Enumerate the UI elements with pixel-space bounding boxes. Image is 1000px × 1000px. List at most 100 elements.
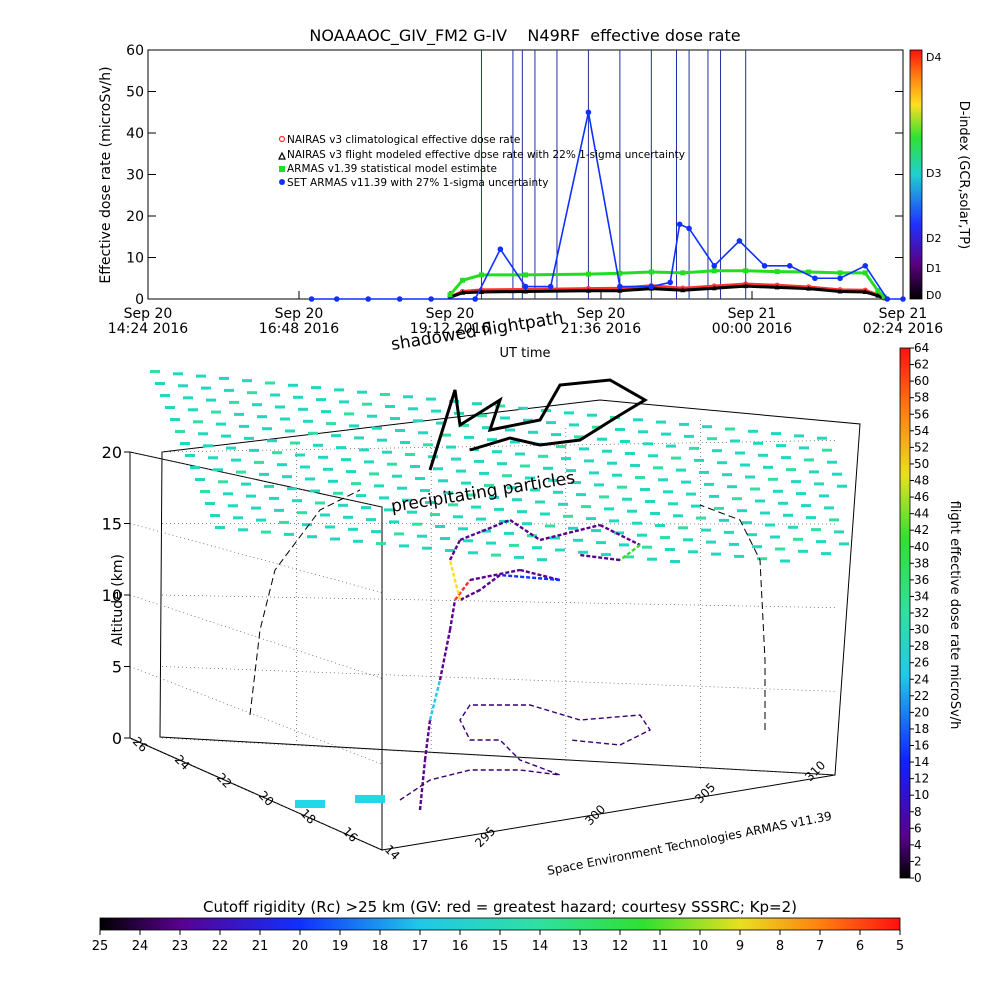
particle-mark: [216, 422, 226, 426]
particle-mark: [387, 462, 397, 466]
particle-mark: [709, 494, 719, 498]
particle-mark: [832, 472, 842, 476]
particle-mark: [224, 388, 234, 392]
particle-mark: [284, 532, 294, 536]
series-point-armas-model: [711, 268, 717, 274]
particle-mark: [678, 526, 688, 530]
particle-mark: [707, 437, 717, 441]
series-point-nairas-flight: [478, 288, 484, 294]
particle-mark: [295, 453, 305, 457]
particle-mark: [725, 427, 735, 431]
legend-marker-set-armas: [279, 179, 285, 185]
series-point-set-armas: [667, 279, 674, 286]
particle-mark: [269, 496, 279, 500]
particle-mark: [601, 553, 611, 557]
particle-mark: [334, 388, 344, 392]
particle-mark: [500, 416, 510, 420]
dose-colorbar-tick-label: 14: [914, 755, 929, 769]
particle-mark: [356, 494, 366, 498]
particle-mark: [604, 507, 614, 511]
particle-mark: [637, 533, 647, 537]
dose-colorbar-tick-label: 38: [914, 556, 929, 570]
particle-mark: [430, 513, 440, 516]
particle-mark: [523, 418, 533, 422]
grid-line-back-wall: [161, 523, 836, 525]
particle-mark: [514, 555, 524, 559]
particle-mark: [426, 397, 436, 401]
particle-mark: [371, 530, 381, 534]
particle-mark: [328, 479, 338, 483]
particle-mark: [463, 539, 473, 543]
dose-colorbar-tick-label: 64: [914, 341, 929, 355]
particle-mark: [540, 512, 550, 516]
particle-mark: [300, 465, 310, 469]
cutoff-colorbar: [99, 917, 901, 931]
particle-mark: [336, 446, 346, 450]
dose-colorbar-tick-label: 44: [914, 507, 929, 521]
series-point-set-armas: [812, 275, 818, 282]
particle-mark: [607, 461, 617, 465]
particle-mark: [236, 470, 246, 474]
particle-mark: [599, 495, 609, 499]
series-point-armas-model: [478, 272, 484, 278]
particle-mark: [661, 432, 671, 436]
flight-path-segment: [519, 568, 561, 582]
particle-mark: [796, 492, 806, 496]
series-point-set-armas: [333, 296, 340, 302]
flight-path-segment: [509, 519, 541, 541]
particle-mark: [597, 437, 607, 441]
particle-mark: [735, 451, 745, 455]
particle-mark: [205, 502, 215, 505]
particle-mark: [188, 408, 198, 412]
particle-mark: [213, 468, 223, 472]
particle-mark: [270, 393, 280, 397]
particle-mark: [215, 526, 225, 529]
top-series-group: [308, 50, 906, 302]
latitude-tick-label: 24: [172, 752, 193, 773]
particle-mark: [384, 508, 394, 512]
particle-mark: [656, 420, 666, 424]
particle-mark: [303, 419, 313, 423]
particle-mark: [403, 395, 413, 399]
particle-mark: [288, 383, 298, 387]
particle-mark: [476, 517, 486, 521]
altitude-axis: 0 5 10 15 20: [102, 443, 130, 748]
particle-mark: [349, 424, 359, 428]
dose-colorbar-ticks: 0246810121416182022242628303234363840424…: [910, 341, 929, 885]
particle-mark: [701, 528, 711, 532]
cutoff-colorbar-tick-label: 20: [292, 939, 309, 954]
particle-mark: [471, 505, 481, 509]
particle-mark: [417, 534, 427, 538]
particle-mark: [742, 521, 752, 525]
particle-mark: [395, 429, 405, 432]
top-y-axis-label: Effective dose rate (microSv/h): [98, 66, 114, 283]
cutoff-colorbar-tick-label: 9: [736, 939, 744, 954]
series-point-set-armas: [900, 296, 906, 302]
particle-mark: [821, 552, 831, 556]
particle-mark: [440, 537, 450, 540]
particle-mark: [638, 430, 648, 434]
particle-mark: [339, 400, 349, 404]
dose-colorbar-tick-label: 56: [914, 407, 929, 421]
particle-mark: [333, 491, 343, 495]
particle-mark: [418, 431, 428, 435]
series-point-nairas-flight: [585, 287, 591, 293]
particle-mark: [474, 459, 484, 463]
particle-mark: [468, 551, 478, 555]
particle-mark: [448, 503, 458, 507]
particle-mark: [510, 440, 520, 444]
particle-mark: [290, 441, 300, 445]
particle-mark: [814, 482, 824, 486]
grid-line-left-wall: [129, 666, 383, 765]
cutoff-colorbar-title: Cutoff rigidity (Rc) >25 km (GV: red = g…: [203, 898, 797, 916]
particle-mark: [292, 499, 302, 503]
particle-mark: [612, 473, 622, 477]
particle-mark: [801, 504, 811, 508]
particle-mark: [515, 452, 525, 456]
particle-mark: [730, 439, 740, 443]
particle-mark: [438, 479, 448, 483]
particle-mark: [778, 501, 788, 505]
flight-path-layer: [249, 378, 766, 811]
cutoff-colorbar-tick-label: 11: [652, 939, 669, 954]
dindex-colorbar-label: D-index (GCR,solar,TP): [956, 101, 971, 249]
